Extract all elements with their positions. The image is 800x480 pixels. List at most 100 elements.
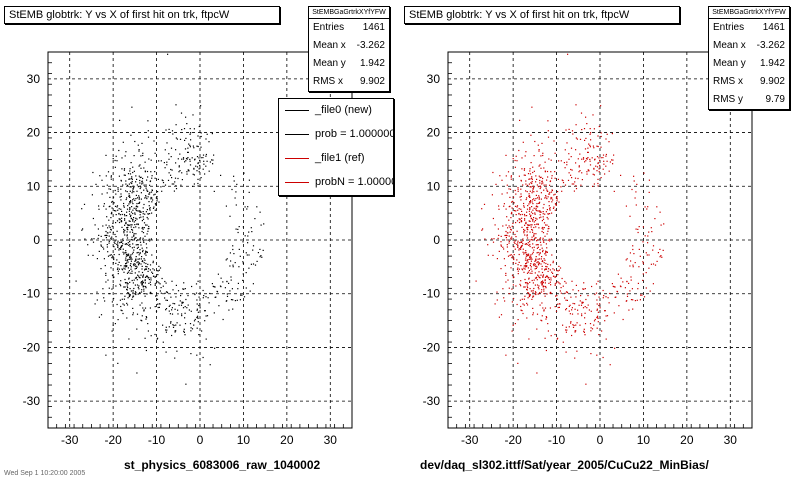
scatter-point: [597, 321, 599, 323]
scatter-point: [119, 214, 121, 216]
scatter-point: [518, 249, 520, 251]
scatter-point: [542, 285, 544, 287]
scatter-point: [256, 206, 258, 208]
scatter-point: [519, 299, 521, 301]
scatter-point: [526, 282, 528, 284]
scatter-point: [141, 320, 143, 322]
scatter-point: [521, 226, 523, 228]
scatter-point: [158, 160, 160, 162]
scatter-point: [554, 284, 556, 286]
scatter-point: [81, 229, 83, 231]
scatter-point: [120, 305, 122, 308]
scatter-point: [508, 219, 510, 221]
scatter-point: [534, 224, 536, 226]
scatter-point: [649, 290, 651, 292]
x-tick-label: 30: [724, 433, 738, 447]
scatter-point: [542, 280, 544, 282]
scatter-point: [614, 347, 616, 349]
scatter-point: [143, 288, 145, 290]
scatter-point: [526, 227, 528, 229]
scatter-point: [149, 180, 151, 183]
scatter-point: [136, 190, 138, 192]
scatter-point: [132, 171, 134, 174]
scatter-point: [116, 303, 118, 306]
scatter-point: [535, 181, 537, 183]
scatter-point: [533, 170, 535, 172]
scatter-point: [134, 272, 136, 274]
scatter-point: [541, 181, 543, 183]
scatter-point: [529, 241, 531, 243]
scatter-point: [597, 162, 599, 165]
scatter-point: [119, 196, 121, 198]
scatter-point: [529, 215, 532, 218]
scatter-point: [525, 266, 527, 268]
scatter-point: [594, 318, 596, 321]
scatter-point: [546, 189, 548, 191]
scatter-point: [597, 135, 599, 137]
scatter-point: [530, 290, 532, 292]
scatter-point: [140, 319, 142, 321]
scatter-point: [545, 265, 547, 268]
scatter-point: [136, 284, 139, 286]
scatter-point: [524, 278, 526, 281]
scatter-point: [533, 238, 536, 240]
scatter-point: [648, 191, 650, 193]
scatter-point: [234, 262, 236, 264]
scatter-point: [527, 287, 529, 289]
scatter-point: [504, 265, 506, 267]
scatter-point: [518, 253, 520, 256]
scatter-point: [140, 216, 142, 218]
scatter-point: [545, 184, 547, 186]
scatter-point: [133, 170, 135, 172]
scatter-point: [620, 286, 622, 288]
scatter-point: [506, 234, 508, 237]
scatter-point: [532, 171, 534, 174]
scatter-point: [120, 285, 122, 287]
scatter-point: [512, 222, 514, 224]
scatter-point: [596, 303, 598, 305]
scatter-point: [200, 177, 202, 179]
scatter-point: [118, 149, 120, 152]
scatter-point: [204, 173, 206, 175]
scatter-point: [511, 274, 514, 276]
scatter-point: [205, 138, 207, 140]
scatter-point: [198, 125, 200, 128]
scatter-point: [119, 283, 121, 285]
scatter-point: [146, 266, 148, 268]
scatter-point: [595, 292, 598, 294]
scatter-point: [509, 231, 511, 233]
scatter-points: [475, 53, 665, 385]
left-stats-rms-x: RMS x 9.902: [313, 76, 385, 87]
scatter-point: [156, 295, 158, 297]
scatter-point: [528, 195, 531, 197]
scatter-point: [161, 179, 163, 181]
scatter-point: [141, 284, 143, 286]
scatter-point: [585, 137, 587, 139]
scatter-point: [540, 263, 542, 265]
scatter-point: [181, 158, 183, 160]
scatter-point: [538, 217, 541, 219]
scatter-point: [108, 235, 110, 237]
scatter-point: [130, 254, 132, 256]
scatter-point: [193, 174, 195, 176]
scatter-point: [156, 270, 158, 272]
scatter-point: [524, 243, 526, 245]
scatter-point: [555, 197, 557, 199]
scatter-point: [146, 216, 148, 219]
scatter-point: [126, 208, 129, 210]
scatter-point: [193, 324, 195, 326]
scatter-point: [539, 252, 541, 255]
scatter-point: [124, 268, 126, 270]
scatter-point: [548, 205, 550, 207]
scatter-point: [637, 282, 639, 284]
scatter-point: [533, 279, 535, 281]
scatter-point: [135, 292, 137, 294]
left-plot-pad: -30 -20 -10 0 10 20 30 -30 -20 -10 0 10 20 30 StEMB g…: [4, 6, 394, 472]
scatter-point: [174, 177, 177, 179]
scatter-point: [613, 154, 615, 156]
scatter-point: [84, 238, 86, 240]
scatter-point: [514, 323, 516, 325]
scatter-point: [133, 233, 135, 235]
scatter-point: [138, 196, 140, 198]
scatter-point: [111, 236, 113, 238]
